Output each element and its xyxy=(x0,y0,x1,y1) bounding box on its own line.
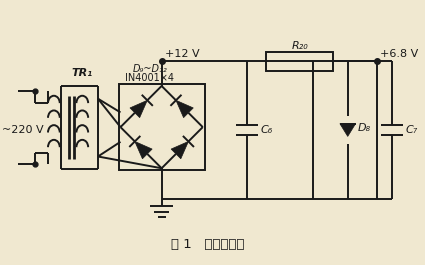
Text: +12 V: +12 V xyxy=(164,48,199,59)
Text: +6.8 V: +6.8 V xyxy=(380,48,418,59)
Text: ~220 V: ~220 V xyxy=(2,125,44,135)
Polygon shape xyxy=(176,100,193,118)
Polygon shape xyxy=(135,142,152,159)
Text: R₂₀: R₂₀ xyxy=(292,41,308,51)
Text: C₆: C₆ xyxy=(261,125,273,135)
Text: 图 1   电源电路图: 图 1 电源电路图 xyxy=(171,238,244,251)
Text: IN4001×4: IN4001×4 xyxy=(125,73,174,83)
Bar xyxy=(266,52,333,71)
Bar xyxy=(119,84,205,170)
Text: D₈: D₈ xyxy=(357,123,371,133)
Text: TR₁: TR₁ xyxy=(72,68,93,78)
Text: D₉~D₁₂: D₉~D₁₂ xyxy=(133,64,167,74)
Polygon shape xyxy=(171,142,188,159)
Polygon shape xyxy=(340,124,356,136)
Polygon shape xyxy=(130,100,147,118)
Text: C₇: C₇ xyxy=(405,125,418,135)
